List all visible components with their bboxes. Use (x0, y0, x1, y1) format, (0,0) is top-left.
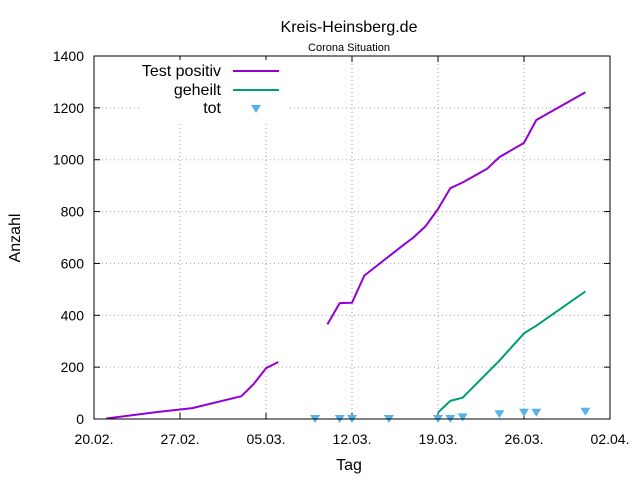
x-axis-ticks: 20.02. 27.02. 05.03. 12.03. 19.03. 26.03. 02.0… (75, 56, 630, 447)
chart-subtitle: Corona Situation (308, 42, 390, 54)
legend-label-geheilt: geheilt (174, 82, 222, 99)
legend-marker-tot (251, 105, 261, 113)
plot-border (93, 55, 611, 420)
legend-label-test-positiv: Test positiv (142, 63, 221, 80)
x-axis-label: Tag (336, 457, 362, 474)
data-point-tot (494, 410, 505, 419)
x-tick-label: 27.02. (161, 431, 200, 447)
legend-label-tot: tot (203, 100, 221, 117)
y-tick-label: 1200 (53, 100, 84, 116)
x-tick-label: 05.03. (247, 431, 286, 447)
x-tick-label: 02.04. (591, 431, 630, 447)
series-layer (106, 91, 591, 423)
y-tick-label: 1400 (53, 48, 84, 64)
x-tick-label: 19.03. (419, 431, 458, 447)
x-tick-label: 12.03. (333, 431, 372, 447)
data-point-tot (531, 408, 542, 417)
data-point-tot (519, 408, 529, 417)
x-tick-label: 20.02. (75, 431, 114, 447)
series-line-test-positiv (106, 91, 586, 420)
y-tick-label: 400 (61, 307, 85, 323)
data-point-tot (580, 407, 591, 416)
y-tick-label: 800 (61, 204, 85, 220)
x-tick-label: 26.03. (505, 431, 544, 447)
chart-title: Kreis-Heinsberg.de (281, 19, 418, 36)
y-axis-ticks: 0 200 400 600 800 1000 1200 1400 (53, 48, 610, 427)
legend: Test positiv geheilt tot (140, 60, 288, 122)
data-point-tot (457, 413, 468, 422)
y-axis-label: Anzahl (7, 214, 24, 263)
y-tick-label: 200 (61, 359, 85, 375)
y-tick-label: 1000 (53, 152, 84, 168)
y-tick-label: 0 (76, 411, 84, 427)
series-line-geheilt (437, 290, 586, 414)
y-tick-label: 600 (61, 255, 85, 271)
